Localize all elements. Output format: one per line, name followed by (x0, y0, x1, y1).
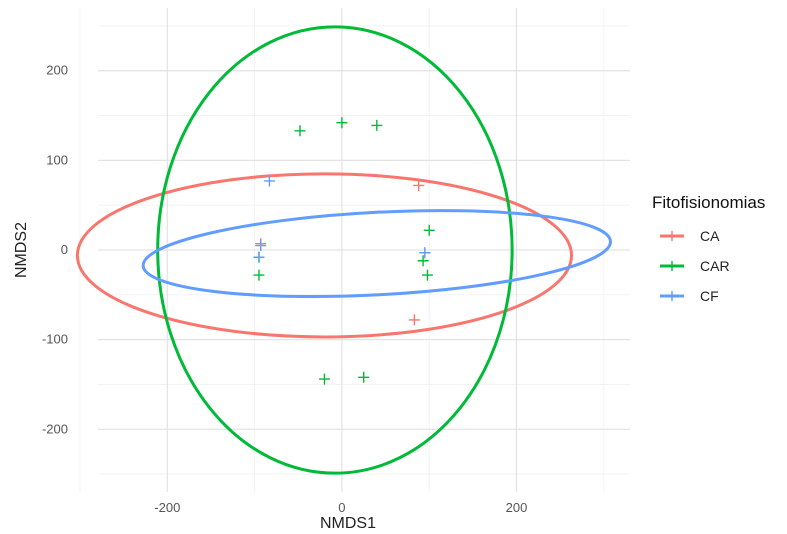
ellipse-ca (75, 172, 574, 339)
point-cf (253, 251, 265, 263)
x-tick-label: 200 (506, 500, 528, 515)
legend-label-ca: CA (700, 228, 720, 244)
y-tick-label: 0 (61, 242, 68, 257)
y-tick-label: -200 (42, 421, 68, 436)
point-car (294, 125, 306, 137)
minor-gridlines (79, 8, 630, 492)
legend-title: Fitofisionomias (652, 193, 765, 212)
x-axis-ticks: -200 0 200 (154, 500, 527, 515)
point-car (358, 371, 370, 383)
point-cf (263, 175, 275, 187)
y-tick-label: 200 (46, 63, 68, 78)
confidence-ellipses (75, 25, 612, 475)
point-car (336, 117, 348, 129)
point-car (421, 269, 433, 281)
y-tick-label: -100 (42, 332, 68, 347)
x-tick-label: -200 (154, 500, 180, 515)
point-car (253, 269, 265, 281)
y-axis-ticks: 200 100 0 -100 -200 (42, 63, 68, 437)
point-car (371, 119, 383, 131)
point-car (423, 224, 435, 236)
legend: Fitofisionomias CA CAR CF (652, 193, 765, 304)
point-cf (255, 240, 267, 252)
data-points (253, 117, 435, 385)
point-car (318, 373, 330, 385)
y-tick-label: 100 (46, 152, 68, 167)
point-cf (419, 247, 431, 259)
legend-label-car: CAR (700, 258, 730, 274)
y-axis-title: NMDS2 (13, 222, 30, 278)
legend-label-cf: CF (700, 288, 719, 304)
x-tick-label: 0 (338, 500, 345, 515)
point-car (417, 255, 429, 267)
point-ca (408, 314, 420, 326)
x-axis-title: NMDS1 (320, 515, 376, 532)
major-gridlines (98, 8, 630, 492)
point-ca (413, 179, 425, 191)
ellipse-cf (141, 209, 612, 299)
